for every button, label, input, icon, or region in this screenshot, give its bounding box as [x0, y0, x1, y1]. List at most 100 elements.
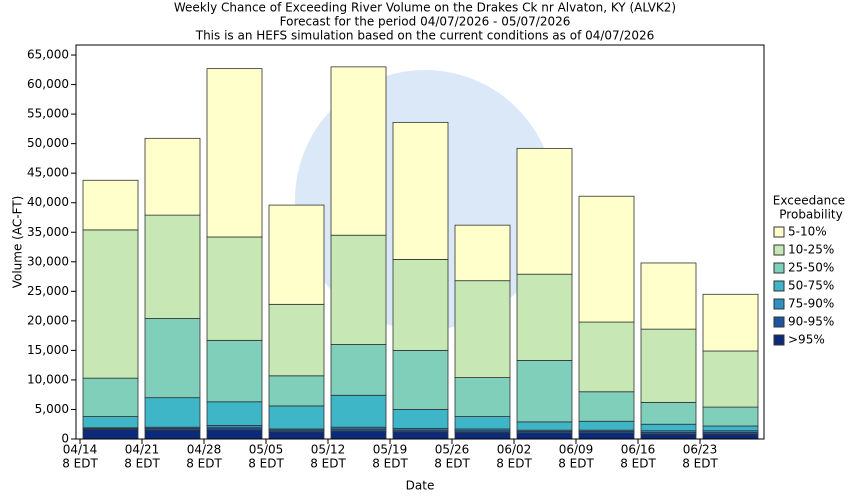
legend-swatch: [773, 226, 785, 238]
bar-segment: [702, 425, 759, 432]
y-tick-label: 50,000: [27, 136, 69, 150]
bar-segment: [578, 391, 635, 422]
bar-segment: [516, 432, 573, 440]
bar-segment: [578, 432, 635, 440]
bar-segment: [702, 433, 759, 440]
legend-title: Probability: [779, 208, 842, 222]
legend-swatch: [773, 316, 785, 328]
bar-segment: [144, 318, 201, 399]
y-tick-label: 60,000: [27, 77, 69, 91]
x-tick-sublabel: 8 EDT: [496, 457, 532, 471]
bar-segment: [82, 377, 139, 417]
bar-segment: [454, 377, 511, 417]
x-tick-sublabel: 8 EDT: [620, 457, 656, 471]
legend-swatch: [773, 244, 785, 256]
bar-segment: [82, 429, 139, 440]
bar-segment: [640, 328, 697, 403]
bar-segment: [640, 433, 697, 440]
legend-title: Exceedance: [773, 194, 845, 208]
bar-segment: [702, 350, 759, 408]
bar-segment: [268, 405, 325, 430]
y-tick-label: 5,000: [35, 402, 69, 416]
x-tick-label: 06/23: [683, 443, 718, 457]
legend-swatch: [773, 298, 785, 310]
bar-segment: [268, 303, 325, 377]
bar-segment: [392, 259, 449, 351]
x-tick-sublabel: 8 EDT: [434, 457, 470, 471]
bar-segment: [392, 431, 449, 440]
bar-segment: [268, 431, 325, 440]
bar-segment: [454, 224, 511, 282]
bar-segment: [206, 429, 263, 440]
y-axis-label: Volume (AC-FT): [11, 196, 25, 289]
y-tick-label: 20,000: [27, 313, 69, 327]
bar-segment: [516, 147, 573, 275]
y-tick-label: 55,000: [27, 107, 69, 121]
x-tick-sublabel: 8 EDT: [124, 457, 160, 471]
bar-segment: [454, 280, 511, 378]
bar-segment: [330, 430, 387, 440]
legend-label: 5-10%: [788, 225, 827, 239]
bar-segment: [144, 429, 201, 440]
bar-segment: [640, 423, 697, 432]
x-tick-label: 04/14: [63, 443, 98, 457]
x-tick-sublabel: 8 EDT: [62, 457, 98, 471]
x-axis-label: Date: [406, 479, 435, 493]
bar-segment: [330, 66, 387, 236]
x-tick-sublabel: 8 EDT: [248, 457, 284, 471]
bar-segment: [702, 293, 759, 352]
bar-segment: [268, 375, 325, 407]
plot-frame: [75, 44, 765, 440]
x-tick-label: 06/09: [559, 443, 594, 457]
x-tick-label: 05/26: [435, 443, 470, 457]
bar-segment: [82, 416, 139, 429]
x-tick-label: 05/05: [249, 443, 284, 457]
x-tick-label: 06/02: [497, 443, 532, 457]
x-tick-sublabel: 8 EDT: [558, 457, 594, 471]
bar-segment: [392, 349, 449, 410]
bar-segment: [640, 401, 697, 425]
bar-segment: [206, 339, 263, 403]
bar-segment: [640, 262, 697, 330]
chart-title: Weekly Chance of Exceeding River Volume …: [174, 1, 676, 15]
bar-segment: [454, 432, 511, 440]
x-tick-label: 05/19: [373, 443, 408, 457]
legend-label: >95%: [788, 333, 825, 347]
bar-segment: [144, 214, 201, 319]
bar-segment: [330, 394, 387, 428]
bar-segment: [82, 179, 139, 231]
legend-swatch: [773, 280, 785, 292]
bar-segment: [206, 236, 263, 341]
chart-subtitle: Forecast for the period 04/07/2026 - 05/…: [280, 15, 571, 29]
y-tick-label: 35,000: [27, 225, 69, 239]
x-tick-sublabel: 8 EDT: [310, 457, 346, 471]
x-tick-label: 04/28: [187, 443, 222, 457]
y-tick-label: 10,000: [27, 372, 69, 386]
x-tick-label: 06/16: [621, 443, 656, 457]
bar-segment: [392, 409, 449, 429]
bar-segment: [454, 416, 511, 430]
x-tick-sublabel: 8 EDT: [186, 457, 222, 471]
bar-segment: [702, 406, 759, 427]
bar-segment: [330, 344, 387, 396]
bar-segment: [578, 195, 635, 323]
legend-swatch: [773, 262, 785, 274]
y-tick-label: 0: [61, 432, 69, 446]
y-tick-label: 25,000: [27, 284, 69, 298]
bar-segment: [144, 137, 201, 216]
x-tick-label: 05/12: [311, 443, 346, 457]
legend-label: 25-50%: [788, 261, 834, 275]
legend-swatch: [773, 334, 785, 346]
x-tick-label: 04/21: [125, 443, 160, 457]
bar-segment: [330, 234, 387, 345]
bar-segment: [516, 360, 573, 423]
y-tick-label: 40,000: [27, 195, 69, 209]
bar-segment: [268, 204, 325, 305]
x-tick-sublabel: 8 EDT: [372, 457, 408, 471]
bar-segment: [578, 321, 635, 393]
x-tick-sublabel: 8 EDT: [682, 457, 718, 471]
bar-segment: [578, 420, 635, 431]
legend-label: 75-90%: [788, 297, 834, 311]
